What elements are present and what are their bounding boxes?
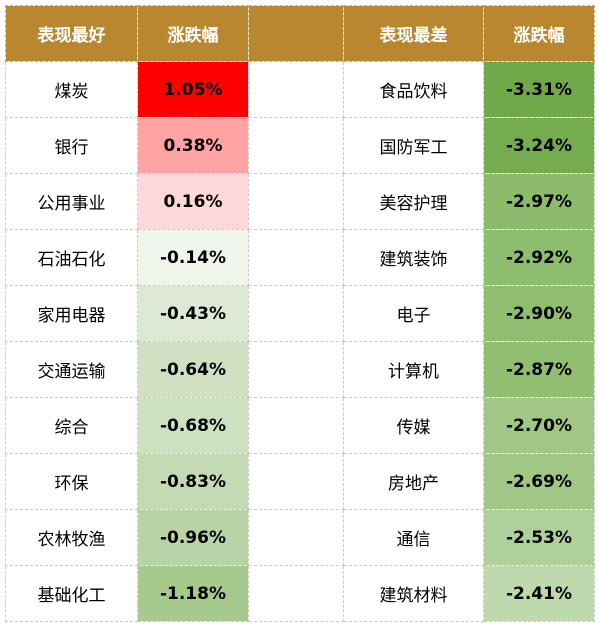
table-row: 综合 -0.68% 传媒 -2.70% xyxy=(5,397,595,454)
worst-industry-name: 国防军工 xyxy=(343,117,484,174)
best-industry-change: -0.68% xyxy=(137,397,249,454)
worst-industry-name: 计算机 xyxy=(343,341,484,398)
best-industry-name: 环保 xyxy=(5,453,138,510)
worst-industry-change: -3.24% xyxy=(483,117,595,174)
worst-industry-name: 食品饮料 xyxy=(343,61,484,118)
best-industry-name: 基础化工 xyxy=(5,565,138,622)
spacer-cell xyxy=(248,173,344,230)
table-row: 环保 -0.83% 房地产 -2.69% xyxy=(5,453,595,510)
best-industry-name: 银行 xyxy=(5,117,138,174)
worst-industry-name: 建筑装饰 xyxy=(343,229,484,286)
table-row: 银行 0.38% 国防军工 -3.24% xyxy=(5,117,595,174)
best-industry-change: -0.83% xyxy=(137,453,249,510)
best-header: 表现最好 xyxy=(5,5,138,62)
best-industry-change: -0.96% xyxy=(137,509,249,566)
table-row: 家用电器 -0.43% 电子 -2.90% xyxy=(5,285,595,342)
best-industry-name: 家用电器 xyxy=(5,285,138,342)
spacer-cell xyxy=(248,61,344,118)
best-industry-change: -0.43% xyxy=(137,285,249,342)
best-industry-change: 1.05% xyxy=(137,61,249,118)
worst-industry-change: -2.92% xyxy=(483,229,595,286)
spacer-cell xyxy=(248,229,344,286)
worst-industry-change: -2.87% xyxy=(483,341,595,398)
table-row: 石油石化 -0.14% 建筑装饰 -2.92% xyxy=(5,229,595,286)
best-industry-change: 0.16% xyxy=(137,173,249,230)
worst-industry-change: -2.69% xyxy=(483,453,595,510)
worst-change-header: 涨跌幅 xyxy=(483,5,595,62)
worst-industry-name: 美容护理 xyxy=(343,173,484,230)
worst-industry-change: -2.97% xyxy=(483,173,595,230)
best-industry-name: 农林牧渔 xyxy=(5,509,138,566)
spacer-cell xyxy=(248,453,344,510)
best-industry-name: 石油石化 xyxy=(5,229,138,286)
worst-industry-change: -2.41% xyxy=(483,565,595,622)
best-industry-name: 交通运输 xyxy=(5,341,138,398)
table-row: 公用事业 0.16% 美容护理 -2.97% xyxy=(5,173,595,230)
worst-industry-change: -2.70% xyxy=(483,397,595,454)
worst-industry-change: -2.53% xyxy=(483,509,595,566)
worst-industry-name: 传媒 xyxy=(343,397,484,454)
worst-industry-change: -2.90% xyxy=(483,285,595,342)
worst-header: 表现最差 xyxy=(343,5,484,62)
best-industry-change: -0.64% xyxy=(137,341,249,398)
table-row: 基础化工 -1.18% 建筑材料 -2.41% xyxy=(5,565,595,622)
industry-performance-table: 表现最好 涨跌幅 表现最差 涨跌幅 煤炭 1.05% 食品饮料 -3.31% 银行 0.3… xyxy=(5,5,595,622)
best-industry-change: -1.18% xyxy=(137,565,249,622)
table-row: 交通运输 -0.64% 计算机 -2.87% xyxy=(5,341,595,398)
best-industry-change: 0.38% xyxy=(137,117,249,174)
worst-industry-name: 房地产 xyxy=(343,453,484,510)
best-industry-name: 综合 xyxy=(5,397,138,454)
table-row: 煤炭 1.05% 食品饮料 -3.31% xyxy=(5,61,595,118)
header-row: 表现最好 涨跌幅 表现最差 涨跌幅 xyxy=(5,5,595,62)
worst-industry-change: -3.31% xyxy=(483,61,595,118)
spacer-cell xyxy=(248,397,344,454)
spacer-cell xyxy=(248,341,344,398)
gap-header xyxy=(248,5,344,62)
spacer-cell xyxy=(248,565,344,622)
worst-industry-name: 建筑材料 xyxy=(343,565,484,622)
best-industry-name: 煤炭 xyxy=(5,61,138,118)
best-industry-name: 公用事业 xyxy=(5,173,138,230)
table-row: 农林牧渔 -0.96% 通信 -2.53% xyxy=(5,509,595,566)
spacer-cell xyxy=(248,285,344,342)
best-change-header: 涨跌幅 xyxy=(137,5,249,62)
spacer-cell xyxy=(248,117,344,174)
worst-industry-name: 通信 xyxy=(343,509,484,566)
worst-industry-name: 电子 xyxy=(343,285,484,342)
spacer-cell xyxy=(248,509,344,566)
best-industry-change: -0.14% xyxy=(137,229,249,286)
